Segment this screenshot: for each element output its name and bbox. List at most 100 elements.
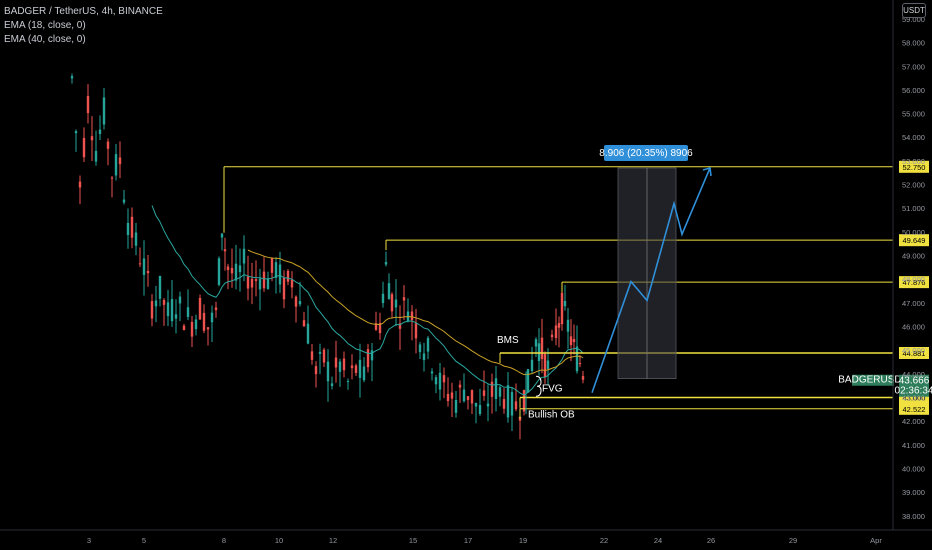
candle-body bbox=[557, 323, 561, 328]
candle-body bbox=[214, 307, 218, 311]
price-tick-label: 40.000 bbox=[902, 464, 925, 473]
candle-body bbox=[446, 393, 450, 402]
annotations-layer: 8.906 (20.35%) 8906 BMS FVG Bullish OB BADGE… bbox=[497, 145, 932, 421]
candle-body bbox=[178, 296, 182, 304]
time-tick-label: Apr bbox=[870, 536, 882, 545]
candle-body bbox=[234, 263, 238, 281]
candle-body bbox=[290, 279, 294, 288]
candle-body bbox=[86, 96, 90, 114]
candle-body bbox=[238, 265, 242, 273]
candle-body bbox=[398, 323, 402, 329]
candle-body bbox=[106, 141, 110, 149]
candle-body bbox=[166, 302, 170, 317]
price-tick-label: 46.000 bbox=[902, 323, 925, 332]
ema-slow-legend[interactable]: EMA (40, close, 0) bbox=[4, 34, 86, 45]
price-tick-label: 51.000 bbox=[902, 204, 925, 213]
candle-body bbox=[346, 381, 350, 383]
candle-body bbox=[366, 349, 370, 368]
candle-body bbox=[506, 385, 510, 418]
candle-body bbox=[298, 301, 302, 305]
candle-body bbox=[581, 376, 585, 380]
candle-body bbox=[154, 300, 158, 307]
current-price-label: 43.666 bbox=[899, 376, 930, 387]
time-tick-label: 10 bbox=[275, 536, 283, 545]
candle-body bbox=[454, 399, 458, 413]
candle-body bbox=[74, 131, 78, 134]
candle-body bbox=[450, 392, 454, 399]
level-price-label: 49.649 bbox=[903, 236, 926, 245]
candle-body bbox=[226, 266, 230, 270]
candle-body bbox=[94, 150, 98, 162]
candle-body bbox=[326, 361, 330, 382]
price-tick-label: 48.000 bbox=[902, 275, 925, 284]
level-price-label: 52.750 bbox=[903, 163, 926, 172]
candle-body bbox=[330, 383, 334, 386]
countdown-label: 02:36:34 bbox=[895, 386, 932, 397]
time-tick-label: 19 bbox=[519, 536, 527, 545]
candle-body bbox=[566, 319, 570, 332]
candle-body bbox=[146, 270, 150, 274]
candle-body bbox=[486, 403, 490, 407]
ema-lines bbox=[151, 205, 584, 396]
fvg-label: FVG bbox=[542, 384, 563, 395]
price-tick-label: 53.000 bbox=[902, 157, 925, 166]
price-tick-label: 45.000 bbox=[902, 346, 925, 355]
price-tick-label: 58.000 bbox=[902, 39, 925, 48]
candle-body bbox=[162, 300, 166, 305]
price-tick-label: 42.000 bbox=[902, 417, 925, 426]
currency-badge[interactable]: USDT bbox=[902, 3, 926, 18]
candle-body bbox=[286, 270, 290, 282]
candle-body bbox=[470, 390, 474, 404]
candle-body bbox=[282, 277, 286, 300]
projection-path bbox=[591, 167, 711, 394]
candle-body bbox=[560, 292, 564, 325]
candle-body bbox=[390, 294, 394, 312]
ema-18-line bbox=[151, 205, 584, 396]
price-tick-label: 57.000 bbox=[902, 62, 925, 71]
candle-body bbox=[334, 357, 338, 368]
candle-body bbox=[122, 199, 126, 203]
candle-body bbox=[514, 401, 518, 410]
candle-body bbox=[572, 339, 576, 342]
candle-body bbox=[220, 233, 224, 238]
projection-arrowhead bbox=[702, 166, 712, 177]
price-axis[interactable]: 38.000 39.000 40.000 41.000 42.000 43.000 44.0… bbox=[892, 0, 925, 530]
symbol-title[interactable]: BADGER / TetherUS, 4h, BINANCE bbox=[4, 6, 163, 17]
candle-body bbox=[314, 366, 318, 375]
candle-body bbox=[306, 323, 310, 344]
price-tick-label: 52.000 bbox=[902, 181, 925, 190]
ema-40-line bbox=[247, 249, 584, 376]
candle-body bbox=[362, 366, 366, 381]
candle-body bbox=[370, 350, 374, 361]
candle-body bbox=[563, 301, 567, 307]
candle-body bbox=[462, 389, 466, 402]
candle-body bbox=[381, 293, 385, 304]
candle-body bbox=[543, 354, 547, 377]
candle-body bbox=[262, 271, 266, 289]
time-tick-label: 24 bbox=[654, 536, 662, 545]
time-tick-label: 22 bbox=[600, 536, 608, 545]
time-axis[interactable]: 3 5 8 10 12 15 17 19 22 24 26 29 Apr bbox=[0, 529, 932, 545]
candle-body bbox=[490, 381, 494, 397]
candle-body bbox=[246, 276, 250, 289]
candle-body bbox=[546, 360, 550, 369]
price-tick-label: 39.000 bbox=[902, 488, 925, 497]
candle-body bbox=[318, 351, 322, 354]
candle-body bbox=[82, 137, 86, 158]
candle-body bbox=[182, 325, 186, 331]
chart-legend: BADGER / TetherUS, 4h, BINANCE EMA (18, … bbox=[4, 5, 163, 47]
candle-body bbox=[554, 325, 558, 339]
candle-body bbox=[466, 396, 470, 400]
time-tick-label: 12 bbox=[329, 536, 337, 545]
candle-body bbox=[158, 275, 162, 299]
fvg-brace bbox=[535, 375, 542, 397]
candle-body bbox=[387, 283, 391, 300]
candle-body bbox=[342, 358, 346, 371]
price-tick-label: 56.000 bbox=[902, 86, 925, 95]
candle-body bbox=[138, 263, 142, 265]
candle-body bbox=[90, 136, 94, 141]
ema-fast-legend[interactable]: EMA (18, close, 0) bbox=[4, 20, 86, 31]
candle-body bbox=[202, 312, 206, 331]
candle-body bbox=[70, 76, 74, 79]
